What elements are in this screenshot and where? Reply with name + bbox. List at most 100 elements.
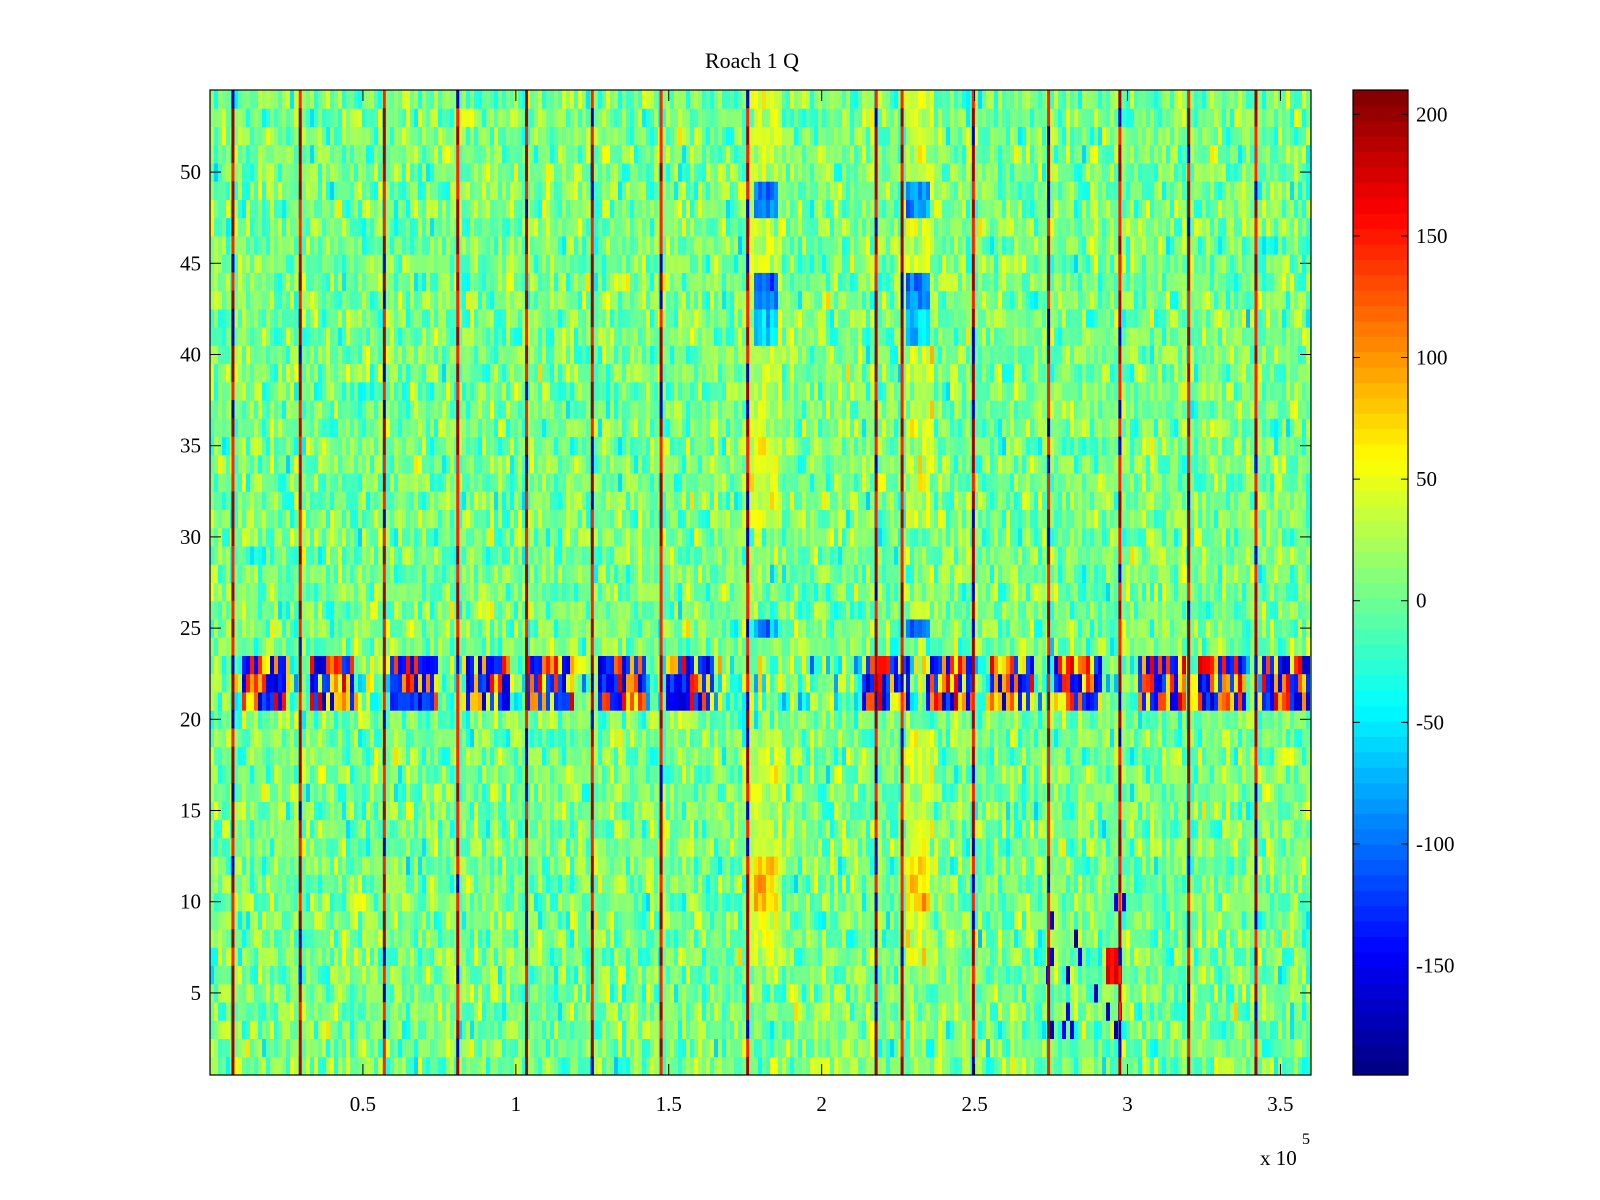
heatmap-cell: [810, 764, 814, 784]
heatmap-cell: [490, 819, 494, 839]
heatmap-cell: [1094, 783, 1098, 802]
heatmap-cell: [1302, 783, 1306, 802]
heatmap-cell: [566, 801, 570, 821]
heatmap-cell: [378, 910, 382, 930]
heatmap-cell: [918, 874, 922, 894]
heatmap-cell: [414, 1038, 418, 1058]
heatmap-cell: [218, 929, 222, 948]
heatmap-cell: [598, 874, 602, 894]
heatmap-cell: [1122, 929, 1126, 948]
heatmap-cell: [482, 892, 486, 912]
heatmap-cell: [910, 764, 914, 784]
heatmap-cell: [1162, 801, 1166, 821]
heatmap-cell: [1270, 1038, 1274, 1058]
heatmap-cell: [1014, 783, 1018, 802]
heatmap-cell: [790, 929, 794, 948]
heatmap-cell: [1134, 910, 1138, 930]
heatmap-cell: [1094, 764, 1098, 784]
heatmap-cell: [1086, 910, 1090, 930]
heatmap-cell: [1194, 929, 1198, 948]
heatmap-cell: [838, 929, 842, 948]
heatmap-cell: [834, 819, 838, 839]
heatmap-cell: [266, 1056, 270, 1076]
heatmap-cell: [666, 801, 670, 821]
heatmap-cell: [1294, 1056, 1298, 1076]
heatmap-cell: [854, 801, 858, 821]
heatmap-cell: [1226, 910, 1230, 930]
heatmap-cell: [242, 947, 246, 967]
heatmap-cell: [410, 819, 414, 839]
heatmap-cell: [830, 783, 834, 802]
heatmap-cell: [358, 910, 362, 930]
heatmap-cell: [258, 947, 262, 967]
heatmap-cell: [738, 1038, 742, 1058]
heatmap-cell: [750, 801, 754, 821]
heatmap-cell: [282, 1020, 286, 1040]
heatmap-cell: [386, 819, 390, 839]
heatmap-cell: [254, 837, 258, 857]
heatmap-cell: [898, 910, 902, 930]
heatmap-cell: [1190, 837, 1194, 857]
heatmap-cell: [1110, 1038, 1114, 1058]
heatmap-cell: [450, 746, 454, 766]
heatmap-cell: [758, 746, 762, 766]
heatmap-cell: [738, 910, 742, 930]
heatmap-cell: [942, 910, 946, 930]
heatmap-cell: [1134, 746, 1138, 766]
heatmap-cell: [338, 1020, 342, 1040]
heatmap-cell: [942, 1038, 946, 1058]
heatmap-cell: [942, 819, 946, 839]
heatmap-cell: [762, 947, 766, 967]
heatmap-cell: [574, 910, 578, 930]
heatmap-cell: [882, 1020, 886, 1040]
heatmap-cell: [1086, 746, 1090, 766]
heatmap-cell: [1098, 929, 1102, 948]
heatmap-cell: [942, 947, 946, 967]
heatmap-cell: [1242, 1056, 1246, 1076]
heatmap-cell: [338, 746, 342, 766]
heatmap-cell: [766, 910, 770, 930]
heatmap-cell: [802, 1038, 806, 1058]
heatmap-cell: [486, 874, 490, 894]
heatmap-cell: [1278, 856, 1282, 875]
heatmap-cell: [434, 929, 438, 948]
heatmap-cell: [610, 892, 614, 912]
heatmap-cell: [1022, 1002, 1026, 1021]
heatmap-cell: [774, 874, 778, 894]
heatmap-cell: [414, 764, 418, 784]
heatmap-cell: [1022, 764, 1026, 784]
heatmap-cell: [890, 1002, 894, 1021]
heatmap-cell: [1250, 910, 1254, 930]
heatmap-cell: [986, 965, 990, 985]
heatmap-cell: [622, 801, 626, 821]
heatmap-cell: [1018, 837, 1022, 857]
heatmap-cell: [358, 856, 362, 875]
heatmap-cell: [1062, 783, 1066, 802]
heatmap-cell: [810, 1056, 814, 1076]
heatmap-cell: [942, 1020, 946, 1040]
heatmap-cell: [618, 874, 622, 894]
heatmap-cell: [762, 874, 766, 894]
heatmap-cell: [1202, 764, 1206, 784]
heatmap-cell: [890, 947, 894, 967]
heatmap-cell: [258, 874, 262, 894]
heatmap-cell: [906, 1020, 910, 1040]
heatmap-cell: [554, 965, 558, 985]
heatmap-cell: [302, 1056, 306, 1076]
heatmap-cell: [602, 856, 606, 875]
heatmap-cell: [962, 856, 966, 875]
heatmap-cell: [670, 1038, 674, 1058]
heatmap-cell: [886, 764, 890, 784]
heatmap-cell: [1062, 1056, 1066, 1076]
heatmap-cell: [586, 892, 590, 912]
heatmap-cell: [1062, 1002, 1066, 1021]
heatmap-cell: [934, 929, 938, 948]
heatmap-cell: [910, 837, 914, 857]
heatmap-cell: [234, 1056, 238, 1076]
heatmap-cell: [1238, 819, 1242, 839]
heatmap-cell: [878, 910, 882, 930]
heatmap-cell: [858, 819, 862, 839]
heatmap-cell: [906, 910, 910, 930]
heatmap-cell: [810, 892, 814, 912]
heatmap-cell: [1138, 947, 1142, 967]
